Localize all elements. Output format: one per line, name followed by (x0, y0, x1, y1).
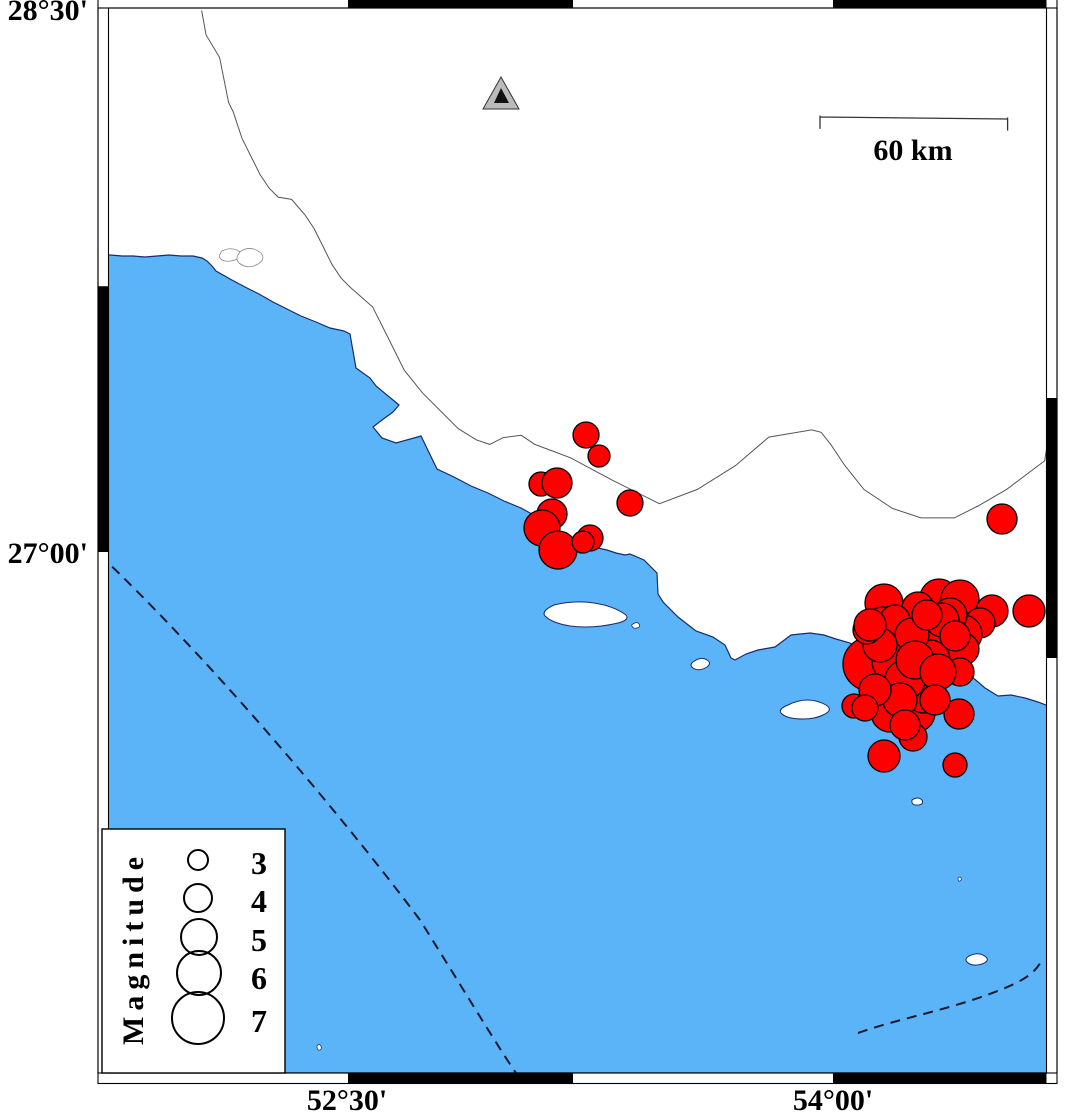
svg-text:54°00': 54°00' (793, 1084, 873, 1115)
svg-text:5: 5 (251, 922, 267, 958)
svg-text:7: 7 (251, 1003, 267, 1039)
svg-text:60 km: 60 km (873, 134, 952, 167)
svg-text:4: 4 (251, 883, 267, 919)
svg-text:3: 3 (251, 845, 267, 881)
svg-text:27°00': 27°00' (8, 537, 88, 570)
svg-text:28°30': 28°30' (8, 0, 88, 27)
svg-text:52°30': 52°30' (307, 1084, 387, 1115)
svg-text:Magnitude: Magnitude (117, 851, 150, 1045)
svg-text:6: 6 (251, 960, 267, 996)
